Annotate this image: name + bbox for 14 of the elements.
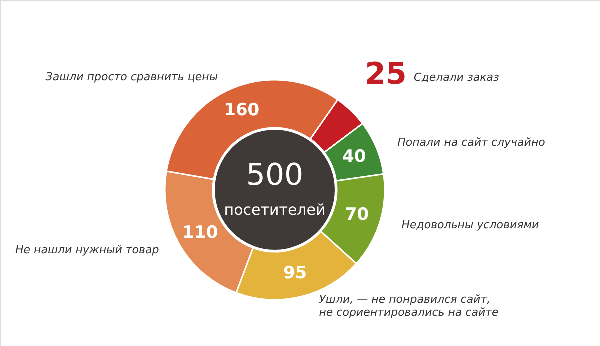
data-label: 25 [365, 56, 407, 92]
slice-label: Не нашли нужный товар [16, 244, 160, 257]
slice-label: Сделали заказ [414, 70, 500, 84]
slice-label: Зашли просто сравнить цены [46, 70, 218, 84]
slice-label: Ушли, — не понравился сайт, не сориентировались на сайте [319, 293, 500, 319]
text: посетителей [224, 201, 326, 219]
data-label: 95 [283, 264, 308, 284]
slice-label: Попали на сайт случайно [398, 136, 546, 150]
data-label: 110 [182, 222, 218, 243]
data-label: 160 [224, 100, 260, 121]
data-label: 40 [342, 146, 366, 167]
slice-label: Недовольны условиями [402, 218, 540, 232]
text: 500 [246, 158, 304, 193]
data-label: 70 [345, 205, 370, 226]
